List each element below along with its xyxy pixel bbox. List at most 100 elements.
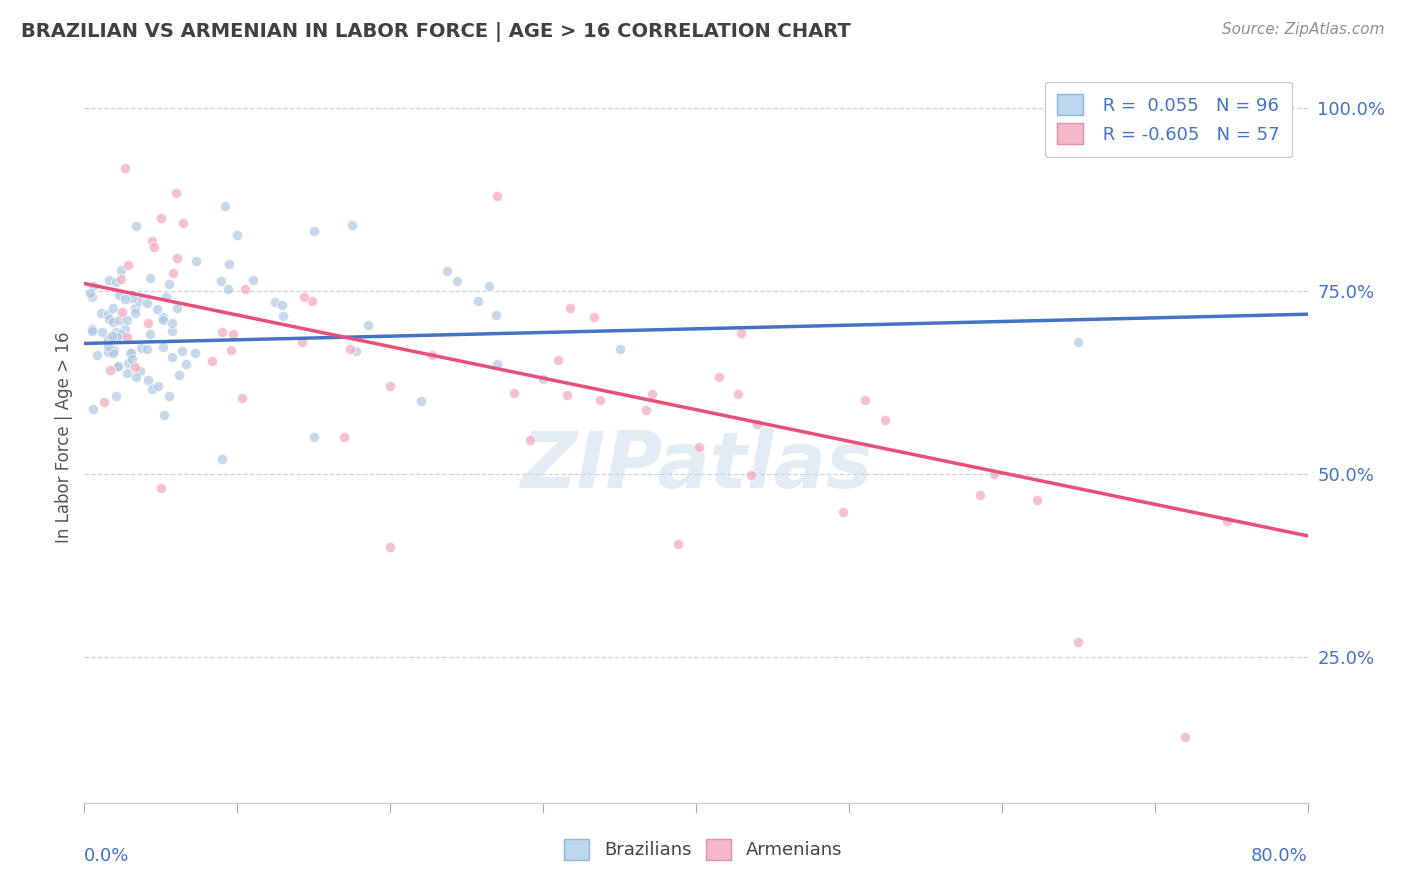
Point xyxy=(91,325,114,339)
Point xyxy=(128,294,150,309)
Legend: Brazilians, Armenians: Brazilians, Armenians xyxy=(557,831,849,867)
Point xyxy=(503,385,526,400)
Point xyxy=(201,354,224,368)
Point xyxy=(486,357,509,371)
Point xyxy=(136,296,159,310)
Point xyxy=(221,343,243,358)
Point xyxy=(141,235,163,249)
Point xyxy=(271,298,294,312)
Point xyxy=(547,353,569,368)
Point xyxy=(101,345,124,359)
Point xyxy=(138,316,160,330)
Point xyxy=(832,505,855,519)
Point xyxy=(380,540,402,554)
Point xyxy=(86,348,108,362)
Point xyxy=(136,373,159,387)
Point xyxy=(688,440,710,454)
Point xyxy=(666,537,689,551)
Point xyxy=(148,379,170,393)
Point xyxy=(125,219,148,234)
Point xyxy=(221,327,243,342)
Point xyxy=(555,388,578,402)
Point xyxy=(740,467,762,482)
Point xyxy=(103,343,125,357)
Point xyxy=(380,379,402,393)
Point xyxy=(97,312,120,326)
Point xyxy=(101,301,124,315)
Point xyxy=(609,343,631,357)
Point xyxy=(218,257,240,271)
Point xyxy=(292,290,315,304)
Point xyxy=(105,360,128,375)
Point xyxy=(342,219,364,233)
Point xyxy=(93,394,115,409)
Point xyxy=(183,346,205,360)
Point xyxy=(105,325,128,339)
Point xyxy=(211,452,233,467)
Point xyxy=(143,240,166,254)
Point xyxy=(152,409,174,423)
Point xyxy=(983,467,1005,482)
Point xyxy=(149,211,172,225)
Point xyxy=(117,356,139,370)
Point xyxy=(125,369,148,384)
Text: 0.0%: 0.0% xyxy=(84,847,129,864)
Point xyxy=(172,216,194,230)
Point xyxy=(152,340,174,354)
Point xyxy=(446,274,468,288)
Point xyxy=(97,332,120,346)
Point xyxy=(420,348,443,362)
Point xyxy=(121,291,143,305)
Point xyxy=(707,369,730,384)
Point xyxy=(121,351,143,366)
Point xyxy=(114,161,136,176)
Point xyxy=(97,273,120,287)
Point xyxy=(104,275,127,289)
Point xyxy=(155,290,177,304)
Point xyxy=(486,188,509,202)
Point xyxy=(160,316,183,330)
Point xyxy=(1067,635,1090,649)
Point xyxy=(139,270,162,285)
Point xyxy=(231,391,253,405)
Point xyxy=(291,334,314,349)
Point xyxy=(214,199,236,213)
Point xyxy=(409,393,432,408)
Point xyxy=(478,279,501,293)
Point xyxy=(170,343,193,358)
Point xyxy=(105,389,128,403)
Point xyxy=(169,368,191,382)
Point xyxy=(115,367,138,381)
Text: BRAZILIAN VS ARMENIAN IN LABOR FORCE | AGE > 16 CORRELATION CHART: BRAZILIAN VS ARMENIAN IN LABOR FORCE | A… xyxy=(21,22,851,42)
Point xyxy=(339,342,361,356)
Point xyxy=(80,322,103,336)
Point xyxy=(165,186,187,201)
Legend:  R =  0.055   N = 96,  R = -0.605   N = 57: R = 0.055 N = 96, R = -0.605 N = 57 xyxy=(1045,82,1292,157)
Point xyxy=(436,264,458,278)
Point xyxy=(873,412,896,426)
Point xyxy=(141,382,163,396)
Point xyxy=(115,313,138,327)
Point xyxy=(135,343,157,357)
Point xyxy=(242,273,264,287)
Point xyxy=(80,325,103,339)
Point xyxy=(157,277,180,292)
Point xyxy=(98,362,121,376)
Point xyxy=(97,307,120,321)
Point xyxy=(107,288,129,302)
Point xyxy=(1026,492,1049,507)
Point xyxy=(969,488,991,502)
Point xyxy=(467,293,489,308)
Point xyxy=(149,481,172,495)
Point xyxy=(90,306,112,320)
Point xyxy=(730,326,752,340)
Point xyxy=(166,252,188,266)
Point xyxy=(114,292,136,306)
Point xyxy=(264,295,287,310)
Point xyxy=(853,392,876,407)
Point xyxy=(82,278,104,293)
Text: ZIPatlas: ZIPatlas xyxy=(520,428,872,504)
Point xyxy=(519,434,541,448)
Point xyxy=(145,301,167,316)
Point xyxy=(157,388,180,402)
